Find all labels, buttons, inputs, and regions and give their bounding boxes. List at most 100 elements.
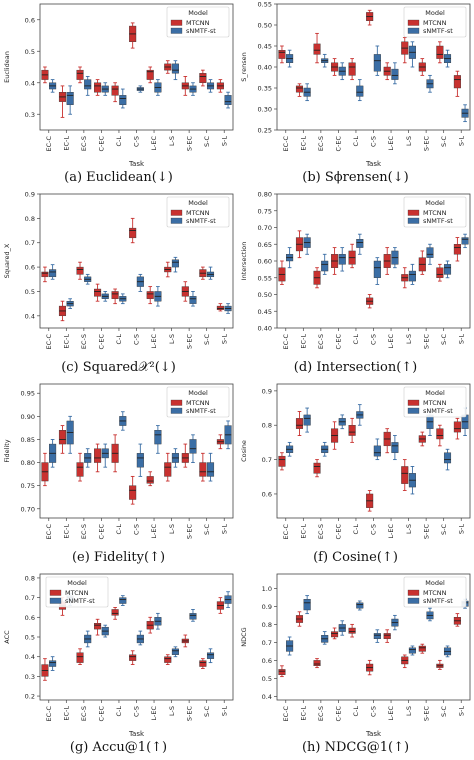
box-mtcnn	[76, 266, 84, 275]
legend-swatch-snmtf-st	[407, 27, 420, 34]
legend-box	[166, 196, 230, 228]
y-tick-label: 0.6	[262, 657, 272, 665]
legend-box	[403, 576, 467, 608]
box-mtcnn	[129, 227, 137, 239]
x-tick-label: C-L	[115, 706, 123, 717]
box-snmtf-st	[356, 602, 364, 609]
y-tick-label: 0.55	[258, 1, 272, 9]
legend-title: Model	[188, 389, 208, 397]
y-tick-label: 0.9	[25, 191, 35, 199]
caption-squared-x: (c) Squared𝒳²(↓)	[61, 360, 176, 375]
legend-label: MTCNN	[423, 19, 447, 27]
box-mtcnn	[436, 45, 444, 59]
box-snmtf-st	[356, 85, 364, 97]
x-tick-label: C-L	[352, 334, 360, 345]
box-snmtf-st	[426, 247, 434, 258]
y-tick-label: 0.25	[258, 127, 272, 135]
box-snmtf-st	[461, 237, 469, 245]
box-mtcnn	[199, 73, 207, 83]
legend-label: sNMTF-st	[186, 27, 216, 35]
y-tick-label: 0.6	[25, 16, 35, 24]
chart-panel-ndcg: 0.4 0.5 0.6 0.7 0.8 0.9 1.0 NDCG EC-C EC-L EC-S C-E…	[237, 570, 474, 760]
box-snmtf-st	[206, 462, 215, 477]
y-tick-label: 0.5	[262, 675, 272, 683]
box-mtcnn	[401, 466, 409, 484]
y-tick-label: 0.6	[25, 264, 35, 272]
y-axis-label: NDCG	[240, 627, 248, 646]
box-snmtf-st	[171, 63, 179, 74]
box-mtcnn	[111, 609, 119, 616]
x-tick-label: C-L	[115, 524, 123, 535]
box-snmtf-st	[189, 296, 197, 304]
caption-cosine: (f) Cosine(↑)	[313, 550, 398, 565]
legend-swatch-snmtf-st	[170, 217, 183, 224]
x-tick-label: EC-L	[300, 136, 308, 151]
legend-label: sNMTF-st	[423, 407, 453, 415]
x-tick-label: EC-C	[282, 334, 290, 350]
box-snmtf-st	[49, 269, 57, 278]
y-axis-label: ACC	[3, 630, 11, 644]
y-tick-label: 0.4	[262, 693, 272, 701]
x-tick-label: EC-C	[282, 524, 290, 540]
legend-label: MTCNN	[65, 589, 89, 597]
x-tick-label: S-EC	[422, 136, 430, 152]
legend-title: Model	[425, 199, 445, 207]
y-tick-label: 0.50	[258, 22, 272, 30]
chart-cosine: 0.6 0.7 0.8 0.9 Cosine EC-C EC-L EC-S C-EC C-L C-S…	[240, 383, 471, 540]
box-snmtf-st	[443, 452, 452, 464]
x-tick-label: S-EC	[185, 706, 193, 722]
x-tick-label: C-L	[115, 136, 123, 147]
x-tick-label: L-S	[168, 136, 176, 146]
box-mtcnn	[58, 430, 67, 445]
y-tick-label: 0.60	[258, 258, 272, 266]
box-mtcnn	[278, 455, 286, 467]
box-snmtf-st	[321, 260, 329, 272]
box-snmtf-st	[391, 68, 399, 80]
x-tick-label: EC-S	[317, 524, 325, 539]
caption-accuracy: (g) Accu@1(↑)	[69, 740, 168, 755]
legend-swatch-snmtf-st	[170, 407, 183, 414]
x-tick-label: C-EC	[335, 334, 343, 350]
x-tick-label: S-EC	[422, 706, 430, 722]
x-tick-label: EC-L	[300, 334, 308, 349]
legend-title: Model	[188, 9, 208, 17]
box-snmtf-st	[224, 95, 232, 105]
x-tick-label: EC-C	[45, 524, 53, 540]
x-tick-label: EC-L	[63, 136, 71, 151]
x-tick-label: EC-L	[63, 524, 71, 539]
legend-swatch-snmtf-st	[407, 217, 420, 224]
y-axis-label: Euclidean	[3, 51, 11, 83]
legend-label: sNMTF-st	[186, 407, 216, 415]
box-mtcnn	[146, 291, 154, 299]
box-mtcnn	[348, 425, 356, 436]
box-snmtf-st	[373, 445, 381, 457]
x-tick-label: S-L	[220, 136, 228, 146]
box-snmtf-st	[338, 254, 346, 265]
x-tick-label: S-EC	[185, 334, 193, 350]
y-tick-label: 0.8	[25, 574, 35, 582]
legend-swatch-mtcnn	[407, 209, 420, 216]
legend-swatch-snmtf-st	[170, 27, 183, 34]
legend-swatch-mtcnn	[407, 399, 420, 406]
x-tick-label: S-L	[220, 524, 228, 534]
y-tick-label: 0.5	[25, 288, 35, 296]
y-axis-label: Squared_X	[3, 243, 11, 278]
x-tick-label: S-C	[440, 136, 448, 147]
legend-box	[166, 386, 230, 418]
box-mtcnn	[94, 82, 102, 93]
legend-swatch-mtcnn	[170, 399, 183, 406]
x-tick-label: C-EC	[335, 136, 343, 152]
x-tick-label: EC-S	[80, 334, 88, 349]
x-tick-label: EC-L	[63, 706, 71, 721]
x-tick-label: C-EC	[98, 706, 106, 722]
y-tick-label: 0.7	[262, 456, 272, 464]
y-tick-label: 0.55	[258, 274, 272, 282]
y-tick-label: 0.80	[258, 191, 272, 199]
box-mtcnn	[94, 623, 102, 630]
legend-box	[403, 196, 467, 228]
caption-intersection: (d) Intersection(↑)	[293, 360, 418, 375]
y-tick-label: 0.65	[258, 241, 272, 249]
x-tick-label: C-S	[370, 334, 378, 345]
y-tick-label: 0.80	[21, 459, 35, 467]
box-mtcnn	[436, 428, 444, 440]
